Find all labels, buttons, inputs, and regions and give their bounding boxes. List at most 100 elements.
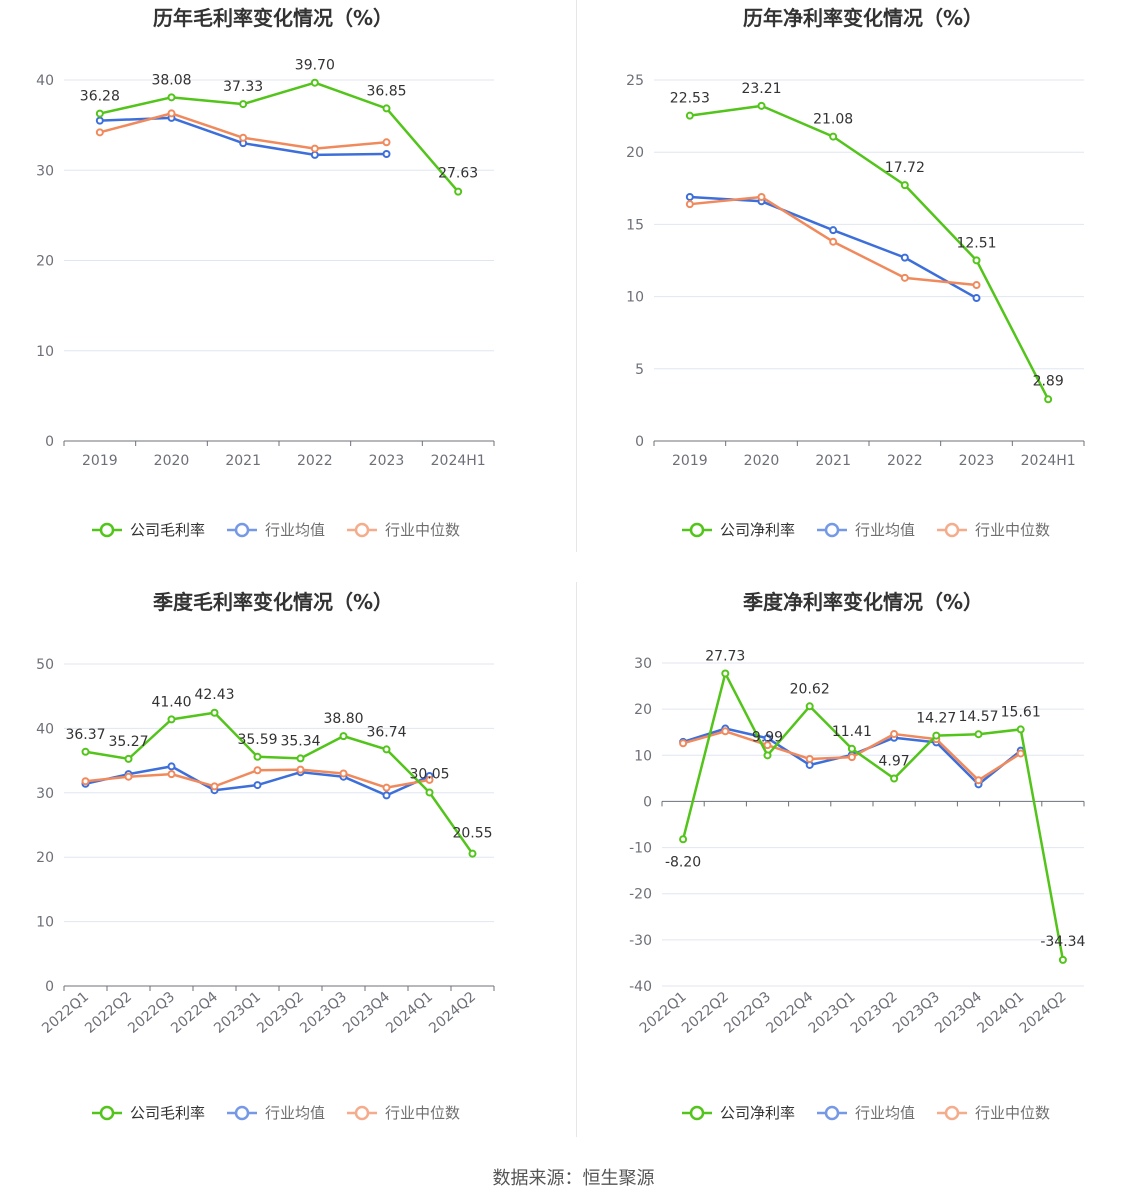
legend-label: 行业中位数 <box>975 1104 1050 1122</box>
data-point-median <box>382 138 391 147</box>
data-label: 37.33 <box>223 79 263 95</box>
annual-net-margin-chart: 历年净利率变化情况（%） 0 5 10 15 20 25 2019 2020 2021 2022 20… <box>626 6 1085 539</box>
y-tick-label: 20 <box>626 145 644 161</box>
x-tick-label: 2022 <box>887 453 923 469</box>
y-tick-label: 30 <box>634 656 652 672</box>
data-point-company <box>679 835 688 844</box>
legend-swatch-marker <box>944 522 960 538</box>
x-tick-label: 2020 <box>744 453 780 469</box>
x-tick-label: 2023 <box>959 453 995 469</box>
x-tick-label: 2024Q2 <box>426 989 479 1037</box>
data-label: 12.51 <box>956 235 996 251</box>
data-point-median <box>81 777 90 786</box>
data-point-median <box>721 727 730 736</box>
legend-label: 行业均值 <box>265 521 325 539</box>
y-tick-label: 30 <box>36 163 54 179</box>
data-point-company <box>167 93 176 102</box>
legend-item: 行业均值 <box>227 521 325 539</box>
data-point-company <box>81 747 90 756</box>
data-point-company <box>1058 955 1067 964</box>
x-tick-label: 2023Q1 <box>211 989 264 1037</box>
data-point-company <box>900 181 909 190</box>
legend-item: 行业中位数 <box>937 521 1050 539</box>
legend-label: 行业中位数 <box>975 521 1050 539</box>
data-point-company <box>454 187 463 196</box>
data-label: 22.53 <box>670 91 710 107</box>
x-tick-label: 2024Q2 <box>1017 989 1070 1037</box>
legend-swatch-marker <box>99 522 115 538</box>
data-label: 36.74 <box>366 724 406 740</box>
data-point-company <box>239 100 248 109</box>
data-point-company <box>829 132 838 141</box>
data-point-median <box>1016 749 1025 758</box>
legend-swatch-marker <box>354 1105 370 1121</box>
data-point-company <box>763 751 772 760</box>
y-tick-label: 50 <box>36 657 54 673</box>
data-label: 35.34 <box>280 733 320 749</box>
data-point-avg <box>382 150 391 159</box>
x-tick-label: 2023Q3 <box>297 989 350 1037</box>
data-point-company <box>1016 725 1025 734</box>
y-tick-label: 40 <box>36 721 54 737</box>
y-tick-label: 20 <box>36 254 54 270</box>
legend-label: 公司毛利率 <box>130 521 205 539</box>
x-tick-label: 2023Q4 <box>932 989 985 1037</box>
data-label: 27.73 <box>705 648 745 664</box>
data-label: -8.20 <box>665 854 701 870</box>
data-point-avg <box>829 226 838 235</box>
data-point-company <box>382 745 391 754</box>
data-label: 41.40 <box>151 694 191 710</box>
data-point-company <box>210 708 219 717</box>
y-tick-label: -40 <box>629 979 652 995</box>
x-tick-label: 2024H1 <box>1021 453 1076 469</box>
x-tick-label: 2022Q3 <box>721 989 774 1037</box>
data-point-avg <box>972 294 981 303</box>
x-tick-label: 2022Q1 <box>637 989 690 1037</box>
legend-item: 行业均值 <box>227 1104 325 1122</box>
legend-label: 公司净利率 <box>720 521 795 539</box>
data-label: 15.61 <box>1001 704 1041 720</box>
data-point-median <box>679 739 688 748</box>
data-label: 39.70 <box>295 58 335 74</box>
legend-swatch-marker <box>944 1105 960 1121</box>
y-tick-label: 10 <box>626 290 644 306</box>
y-tick-label: 20 <box>36 850 54 866</box>
x-tick-label: 2021 <box>225 453 261 469</box>
data-point-avg <box>95 116 104 125</box>
data-label: 17.72 <box>885 160 925 176</box>
y-tick-label: 10 <box>634 748 652 764</box>
data-label: 36.28 <box>80 89 120 105</box>
x-tick-label: 2021 <box>815 453 851 469</box>
y-tick-label: -10 <box>629 841 652 857</box>
data-point-company <box>847 744 856 753</box>
series-line-avg <box>689 195 978 300</box>
data-label: 14.27 <box>916 711 956 727</box>
data-label: 35.27 <box>108 734 148 750</box>
legend-swatch-marker <box>354 522 370 538</box>
y-tick-label: 5 <box>635 362 644 378</box>
data-point-median <box>167 109 176 118</box>
data-point-avg <box>310 150 319 159</box>
legend-item: 公司毛利率 <box>92 521 205 539</box>
data-label: 38.80 <box>323 711 363 727</box>
x-tick-label: 2023Q3 <box>890 989 943 1037</box>
series-line-company <box>99 81 460 193</box>
x-tick-label: 2023Q4 <box>340 989 393 1037</box>
legend-item: 公司净利率 <box>682 1104 795 1122</box>
data-point-company <box>468 849 477 858</box>
data-point-median <box>847 753 856 762</box>
series-line-company <box>689 104 1050 400</box>
legend-swatch-marker <box>689 522 705 538</box>
data-label: 42.43 <box>194 687 234 703</box>
data-label: 21.08 <box>813 112 853 128</box>
y-tick-label: 20 <box>634 702 652 718</box>
legend-item: 行业中位数 <box>937 1104 1050 1122</box>
legend-swatch-marker <box>99 1105 115 1121</box>
data-label: 20.55 <box>452 826 492 842</box>
legend-swatch-marker <box>234 522 250 538</box>
data-label: 20.62 <box>790 681 830 697</box>
data-point-company <box>296 754 305 763</box>
data-point-median <box>310 144 319 153</box>
data-point-avg <box>685 192 694 201</box>
legend-label: 行业均值 <box>855 521 915 539</box>
